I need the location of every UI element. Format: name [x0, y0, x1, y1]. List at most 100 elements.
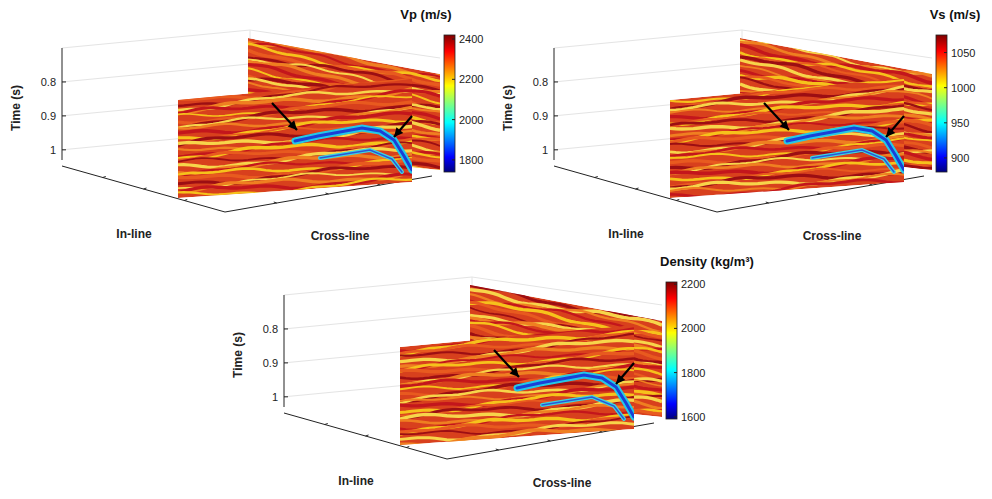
axis-title: Cross-line	[533, 476, 592, 490]
colorbar-tick	[944, 157, 947, 158]
low-value-layer	[812, 150, 894, 172]
arrow-shaft	[886, 116, 904, 137]
low-value-layer	[812, 150, 894, 172]
slice-ground	[400, 325, 634, 445]
grid-line	[554, 64, 742, 82]
slice-ground	[670, 78, 904, 198]
tick-mark	[554, 81, 558, 82]
colorbar-tick-label: 900	[951, 152, 969, 164]
arrow-shaft	[272, 103, 297, 130]
colorbar-tick	[674, 328, 677, 329]
axis-title: In-line	[338, 474, 374, 488]
seismic-reflector	[178, 172, 412, 192]
axis-title: Cross-line	[803, 229, 862, 243]
tick-mark	[554, 149, 558, 150]
figure: 0.8 0.9 1 Time (s) In-line Cross-line 1800 2000…	[0, 0, 992, 499]
tick-mark	[284, 362, 288, 363]
arrow-head	[394, 127, 403, 137]
colorbar-tick-label: 2000	[681, 322, 705, 334]
arrow-head	[616, 374, 625, 384]
arrow-head	[886, 127, 895, 137]
time-axis	[284, 295, 285, 407]
seismic-slice	[670, 78, 904, 198]
arrow-shaft	[394, 116, 412, 137]
axis-tick	[144, 188, 147, 189]
colorbar-tick	[452, 119, 455, 120]
colorbar-tick-label: 2400	[459, 33, 483, 45]
tick-label: 0.9	[263, 357, 278, 369]
arrow-shaft	[616, 363, 634, 384]
tick-label: 1	[272, 391, 278, 403]
time-axis	[554, 48, 555, 160]
colorbar-tick-label: 1000	[951, 82, 975, 94]
tick-mark	[62, 81, 66, 82]
colorbar-tick-label: 2200	[681, 278, 705, 290]
colorbar-tick	[674, 416, 677, 417]
axis-title: Cross-line	[311, 229, 370, 243]
colorbar	[666, 282, 677, 419]
axis-tick	[274, 202, 277, 203]
axis-tick	[818, 193, 821, 194]
grid-line	[62, 64, 250, 82]
tick-mark	[62, 149, 66, 150]
tick-label: 1	[50, 144, 56, 156]
colorbar-tick	[674, 372, 677, 373]
axis-title: Time (s)	[231, 332, 245, 378]
colorbar-title: Density (kg/m³)	[660, 254, 754, 269]
axis-tick	[548, 440, 551, 441]
tick-label: 0.8	[533, 76, 548, 88]
axis-tick	[676, 200, 679, 201]
seismic-slice	[178, 77, 412, 198]
colorbar-tick-label: 1600	[681, 411, 705, 423]
colorbar-tick	[674, 284, 677, 285]
seismic-reflector	[670, 180, 904, 197]
colorbar-tick-label: 1800	[681, 367, 705, 379]
grid-line	[284, 311, 472, 329]
colorbar-tick	[452, 79, 455, 80]
axis-tick	[595, 177, 598, 178]
colorbar-title: Vs (m/s)	[930, 7, 981, 22]
tick-label: 0.9	[41, 110, 56, 122]
colorbar-tick-label: 950	[951, 117, 969, 129]
seismic-slice	[400, 325, 634, 445]
arrow-shaft	[764, 103, 789, 130]
tick-mark	[284, 396, 288, 397]
colorbar	[936, 35, 947, 172]
arrow-head	[288, 120, 297, 130]
slice-ground	[178, 78, 412, 198]
axis-tick	[496, 449, 499, 450]
tick-label: 0.8	[263, 323, 278, 335]
axis-tick	[326, 193, 329, 194]
colorbar-tick-label: 1800	[459, 154, 483, 166]
axis-tick	[636, 188, 639, 189]
axis-tick	[406, 447, 409, 448]
panel: 0.8 0.9 1 Time (s) In-line Cross-line 900 950 10…	[501, 7, 980, 243]
colorbar-tick-label: 1050	[951, 47, 975, 59]
colorbar-tick-label: 2000	[459, 114, 483, 126]
seismic-reflector	[400, 430, 634, 446]
axis-title: In-line	[608, 227, 644, 241]
panel: 0.80.91Time (s)In-lineCross-line18002000…	[9, 7, 483, 243]
tick-label: 0.9	[533, 110, 548, 122]
colorbar-title: Vp (m/s)	[400, 7, 451, 22]
low-value-layer	[320, 150, 402, 172]
low-value-layer	[542, 397, 624, 419]
tick-label: 0.8	[41, 76, 56, 88]
colorbar-tick	[452, 39, 455, 40]
axis-title: Time (s)	[501, 85, 515, 131]
arrow-head	[510, 367, 519, 377]
colorbar-tick	[452, 159, 455, 160]
tick-mark	[62, 115, 66, 116]
low-value-layer	[320, 150, 402, 172]
tick-label: 1	[542, 144, 548, 156]
colorbar-tick-label: 2200	[459, 73, 483, 85]
axis-tick	[184, 200, 187, 201]
axis-tick	[325, 424, 328, 425]
colorbar	[444, 35, 455, 172]
time-axis	[62, 48, 63, 160]
panel: 0.8 0.9 1 Time (s) In-line Cross-line 1600 1800…	[231, 254, 754, 490]
tick-mark	[284, 328, 288, 329]
box-edge	[554, 30, 742, 48]
colorbar-tick	[944, 122, 947, 123]
box-edge	[62, 30, 250, 48]
